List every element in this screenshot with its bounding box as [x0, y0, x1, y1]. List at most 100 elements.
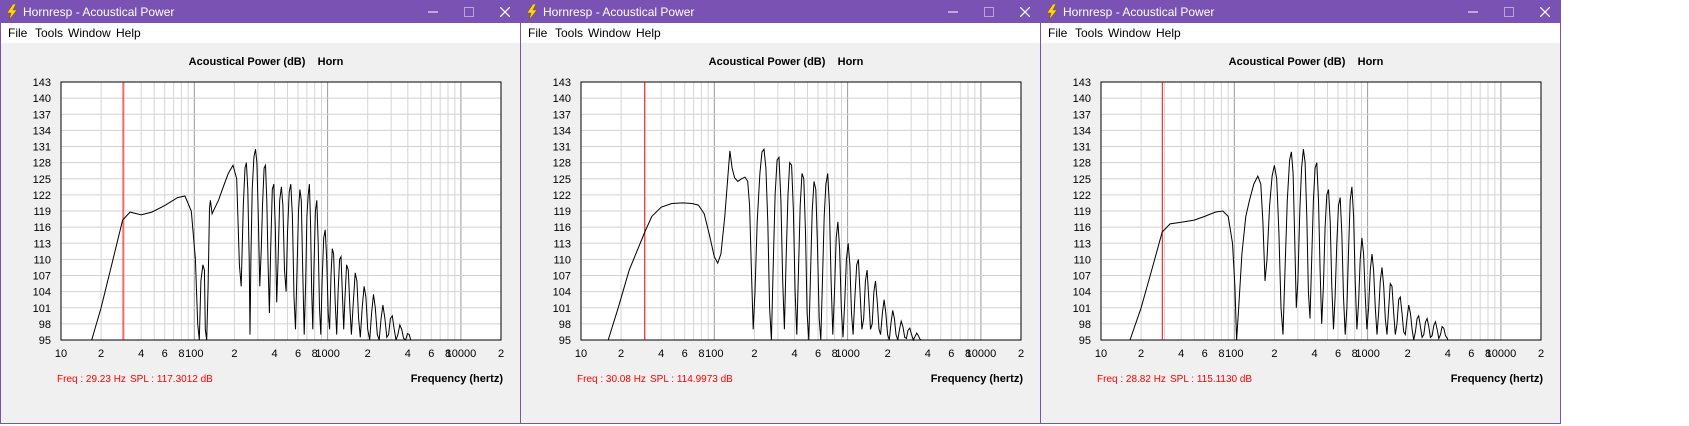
menu-help[interactable]: Help — [116, 26, 141, 40]
plot-border — [60, 81, 502, 341]
y-tick-label: 98 — [39, 319, 51, 331]
minimize-button[interactable] — [938, 1, 968, 23]
y-tick-label: 110 — [33, 254, 51, 266]
x-tick-label: 4 — [791, 348, 797, 360]
menu-file[interactable]: File — [8, 26, 28, 40]
y-tick-label: 122 — [553, 190, 571, 202]
minimize-icon — [428, 11, 438, 13]
y-tick-label: 119 — [553, 206, 571, 218]
x-tick-label: 1000 — [835, 348, 859, 360]
minimize-icon — [1468, 11, 1478, 13]
x-tick-label: 4 — [1311, 348, 1317, 360]
x-tick-label: 2 — [1271, 348, 1277, 360]
x-tick-label: 6 — [295, 348, 301, 360]
y-tick-label: 143 — [553, 77, 571, 89]
x-tick-label: 8 — [965, 348, 971, 360]
close-button[interactable] — [490, 1, 520, 23]
y-tick-label: 134 — [553, 125, 571, 137]
menu-help[interactable]: Help — [636, 26, 661, 40]
y-tick-label: 140 — [1073, 93, 1091, 105]
hornresp-window-1[interactable]: Hornresp - Acoustical Power File Tools W… — [0, 0, 521, 424]
maximize-button[interactable] — [454, 1, 484, 23]
acoustical-power-chart[interactable]: Acoustical Power (dB) Horn 9598101104107… — [1041, 43, 1560, 425]
hornresp-lightning-icon — [526, 4, 538, 20]
menu-file[interactable]: File — [1048, 26, 1068, 40]
x-tick-label: 8 — [1352, 348, 1358, 360]
menu-file[interactable]: File — [528, 26, 548, 40]
x-tick-label: 2 — [885, 348, 891, 360]
x-tick-label: 6 — [428, 348, 434, 360]
y-tick-label: 113 — [1073, 238, 1091, 250]
acoustical-power-chart[interactable]: Acoustical Power (dB) Horn 9598101104107… — [521, 43, 1040, 425]
y-tick-label: 128 — [553, 158, 571, 170]
x-tick-label: 2 — [1018, 348, 1024, 360]
y-tick-label: 119 — [33, 206, 51, 218]
title-bar[interactable]: Hornresp - Acoustical Power — [1041, 1, 1560, 23]
y-tick-label: 131 — [553, 142, 571, 154]
title-bar[interactable]: Hornresp - Acoustical Power — [1, 1, 520, 23]
chart-area[interactable]: Acoustical Power (dB) Horn 95 98 101 104 107… — [1, 43, 520, 423]
menu-tools[interactable]: Tools — [35, 26, 64, 40]
menu-tools[interactable]: Tools — [1075, 26, 1104, 40]
x-tick-label: 2 — [498, 348, 504, 360]
minimize-button[interactable] — [418, 1, 448, 23]
hornresp-lightning-icon — [1046, 4, 1058, 20]
x-tick-label: 10000 — [966, 348, 997, 360]
y-tick-label: 137 — [553, 109, 571, 121]
title-bar[interactable]: Hornresp - Acoustical Power — [521, 1, 1040, 23]
x-tick-label: 4 — [925, 348, 931, 360]
y-tick-label: 134 — [1073, 125, 1091, 137]
menu-bar: File Tools Window Help — [1, 23, 520, 43]
y-tick-label: 116 — [553, 222, 571, 234]
x-tick-label: 4 — [271, 348, 277, 360]
x-axis-label: Frequency (hertz) — [1451, 373, 1544, 385]
menu-help[interactable]: Help — [1156, 26, 1181, 40]
x-tick-label: 2 — [365, 348, 371, 360]
hornresp-window-3[interactable]: Hornresp - Acoustical Power File Tools W… — [1040, 0, 1561, 424]
freq-readout: Freq : 30.08 Hz — [577, 374, 646, 385]
y-tick-label: 104 — [553, 287, 571, 299]
acoustical-power-chart[interactable]: Acoustical Power (dB) Horn 9598101104107… — [1, 43, 520, 425]
maximize-button[interactable] — [974, 1, 1004, 23]
plot-border — [1100, 81, 1542, 341]
hornresp-window-2[interactable]: Hornresp - Acoustical Power File Tools W… — [520, 0, 1041, 424]
y-tick-label: 137 — [1073, 109, 1091, 121]
x-tick-label: 2 — [1538, 348, 1544, 360]
y-tick-label: 143 — [1073, 77, 1091, 89]
maximize-icon — [1504, 7, 1514, 17]
menu-window[interactable]: Window — [588, 26, 631, 40]
y-tick-label: 128 — [1073, 158, 1091, 170]
x-tick-label: 2 — [618, 348, 624, 360]
maximize-button[interactable] — [1494, 1, 1524, 23]
spl-readout: SPL : 115.1130 dB — [1170, 374, 1252, 385]
y-tick-label: 137 — [33, 109, 51, 121]
x-tick-label: 4 — [1445, 348, 1451, 360]
x-tick-label: 4 — [405, 348, 411, 360]
minimize-button[interactable] — [1458, 1, 1488, 23]
y-tick-label: 116 — [1073, 222, 1091, 234]
x-tick-label: 6 — [948, 348, 954, 360]
menu-window[interactable]: Window — [1108, 26, 1151, 40]
y-tick-label: 101 — [33, 303, 51, 315]
x-tick-label: 1000 — [315, 348, 339, 360]
y-tick-labels: 95 98 101 104 107 110 113 116 119 122 125 128 131 134… — [33, 77, 51, 347]
y-tick-label: 95 — [1079, 335, 1091, 347]
y-tick-label: 125 — [553, 174, 571, 186]
close-button[interactable] — [1530, 1, 1560, 23]
x-tick-label: 100 — [185, 348, 203, 360]
x-tick-label: 6 — [1468, 348, 1474, 360]
y-tick-label: 119 — [1073, 206, 1091, 218]
y-tick-label: 125 — [33, 174, 51, 186]
chart-area[interactable]: Acoustical Power (dB) Horn 95 98 101 104 107… — [1041, 43, 1560, 423]
x-tick-label: 100 — [705, 348, 723, 360]
x-tick-label: 10 — [575, 348, 587, 360]
x-tick-label: 6 — [682, 348, 688, 360]
chart-area[interactable]: Acoustical Power (dB) Horn 95 98 101 104 107… — [521, 43, 1040, 423]
close-button[interactable] — [1010, 1, 1040, 23]
y-tick-label: 107 — [553, 271, 571, 283]
menu-window[interactable]: Window — [68, 26, 111, 40]
freq-readout: Freq : 29.23 Hz — [57, 374, 126, 385]
menu-tools[interactable]: Tools — [555, 26, 584, 40]
